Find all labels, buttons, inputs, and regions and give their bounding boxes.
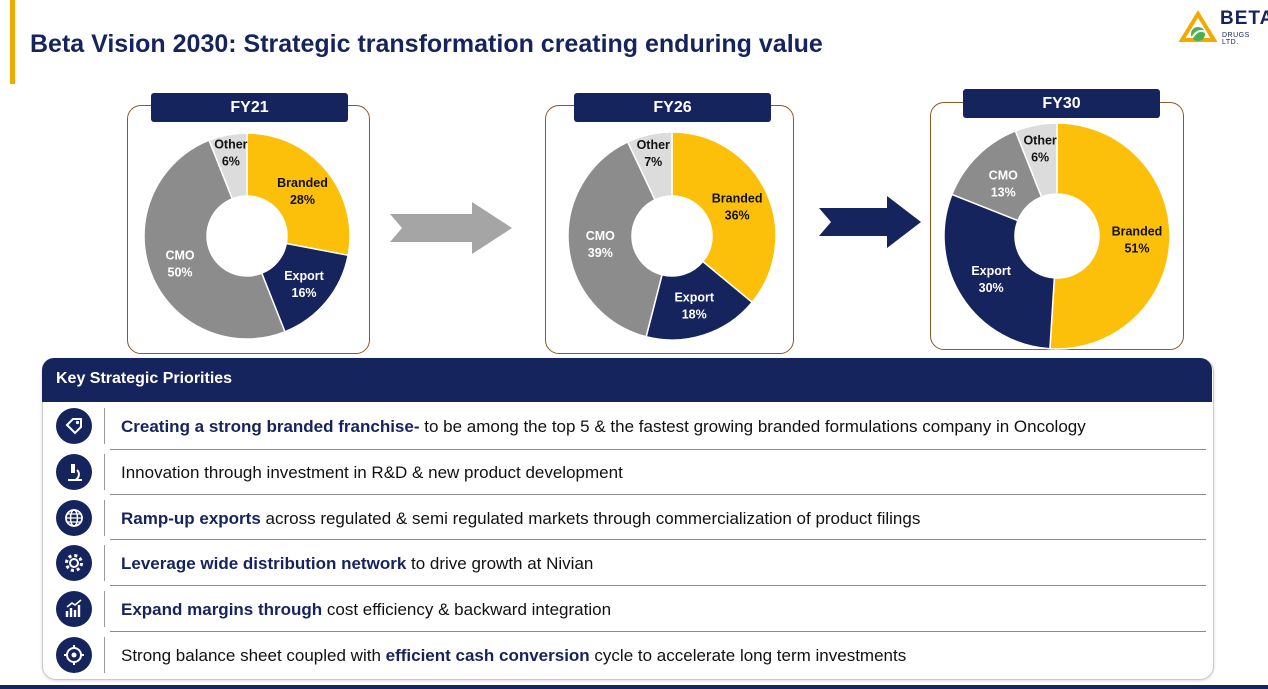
row-divider [110,449,1206,450]
fy30-value-other: 6% [1031,151,1049,165]
priority-text-text: cost efficiency & backward integration [322,600,612,619]
fy26-value-cmo: 39% [588,246,613,260]
company-logo: BETA DRUGS LTD. [1178,8,1268,48]
logo-emblem-icon [1178,10,1218,42]
priority-item-6: Strong balance sheet coupled with effici… [121,646,906,666]
fy21-value-cmo: 50% [168,266,193,280]
priority-text-text: Strong balance sheet coupled with [121,646,386,665]
globe-icon [56,500,92,536]
priority-text-text: Innovation through investment in R&D & n… [121,463,623,482]
logo-wordmark: BETA [1220,8,1268,29]
row-separator [104,454,105,490]
priority-text-text: to be among the top 5 & the fastest grow… [419,417,1086,436]
fy30-value-export: 30% [979,281,1004,295]
fy30-slice-branded [1049,122,1171,350]
fy30-label-export: Export [971,264,1011,278]
fy21-slice-export [260,242,350,333]
fy21-value-other: 6% [222,155,240,169]
fy26-slice-cmo [567,140,663,338]
row-separator [104,637,105,673]
priority-bold2-text: efficient cash conversion [385,646,590,665]
accent-bar [10,0,15,84]
priority-text2-text: cycle to accelerate long term investment… [589,646,907,665]
fy21-label-other: Other [214,138,247,152]
fy26-label-branded: Branded [712,191,763,205]
row-separator [104,408,105,444]
fy26-value-export: 18% [682,307,707,321]
fy26-label-export: Export [674,290,714,304]
row-divider [110,585,1206,586]
priority-item-1: Creating a strong branded franchise- to … [121,417,1086,437]
fy30-label-branded: Branded [1112,225,1163,239]
fy30-slice-other [1014,122,1058,198]
priority-item-4: Leverage wide distribution network to dr… [121,554,593,574]
price-tag-icon [56,408,92,444]
priority-item-3: Ramp-up exports across regulated & semi … [121,509,920,529]
priority-bold-text: Leverage wide distribution network [121,554,407,573]
fy21-label-export: Export [284,269,324,283]
page-title: Beta Vision 2030: Strategic transformati… [30,30,823,58]
fy26-value-branded: 36% [725,208,750,222]
priority-item-2: Innovation through investment in R&D & n… [121,463,623,483]
fy26-slice-export [645,260,754,341]
fy21-slice-branded [246,132,351,257]
fy21-slice-other [208,132,248,200]
priorities-title: Key Strategic Priorities [56,370,233,387]
fy30-slice-export [943,193,1056,350]
fy26-slice-other [626,131,673,201]
progress-arrow-gray [390,202,512,254]
chart-title-fy21: FY21 [151,93,348,122]
donut-chart-fy21: Branded 28% Export 16% CMO 50% Other 6% [143,132,351,340]
fy26-value-other: 7% [644,155,662,169]
row-divider [110,631,1206,632]
priority-bold-text: Ramp-up exports [121,509,261,528]
row-separator [104,591,105,627]
logo-subtitle: DRUGS LTD. [1222,32,1250,46]
priority-bold-text: Expand margins through [121,600,323,619]
priority-item-5: Expand margins through cost efficiency &… [121,600,611,620]
donut-chart-fy30: Branded 51% Export 30% CMO 13% Other 6% [943,122,1171,350]
priority-bold-text: Creating a strong branded franchise- [121,417,420,436]
priorities-header [42,358,1212,402]
row-divider [110,539,1206,540]
growth-chart-icon [56,591,92,627]
fy30-value-branded: 51% [1124,242,1149,256]
fy30-label-other: Other [1023,134,1056,148]
priorities-card [42,358,1214,680]
row-divider [110,494,1206,495]
fy21-label-cmo: CMO [165,249,194,263]
microscope-icon [56,454,92,490]
target-icon [56,637,92,673]
gear-icon [56,545,92,581]
fy26-label-cmo: CMO [586,229,615,243]
row-separator [104,545,105,581]
fy30-value-cmo: 13% [991,185,1016,199]
bottom-rule [0,685,1268,689]
fy26-label-other: Other [637,138,670,152]
chart-title-fy26: FY26 [574,93,771,122]
fy26-slice-branded [671,131,777,304]
priority-text-text: across regulated & semi regulated market… [260,509,921,528]
fy21-value-branded: 28% [290,193,315,207]
fy30-label-cmo: CMO [989,168,1018,182]
chart-title-fy30: FY30 [963,89,1160,118]
fy21-label-branded: Branded [277,176,328,190]
priority-text-text: to drive growth at Nivian [406,554,594,573]
fy21-value-export: 16% [292,286,317,300]
donut-chart-fy26: Branded 36% Export 18% CMO 39% Other 7% [567,131,777,341]
fy21-slice-cmo [143,139,286,340]
row-separator [104,500,105,536]
progress-arrow-navy [819,196,921,248]
